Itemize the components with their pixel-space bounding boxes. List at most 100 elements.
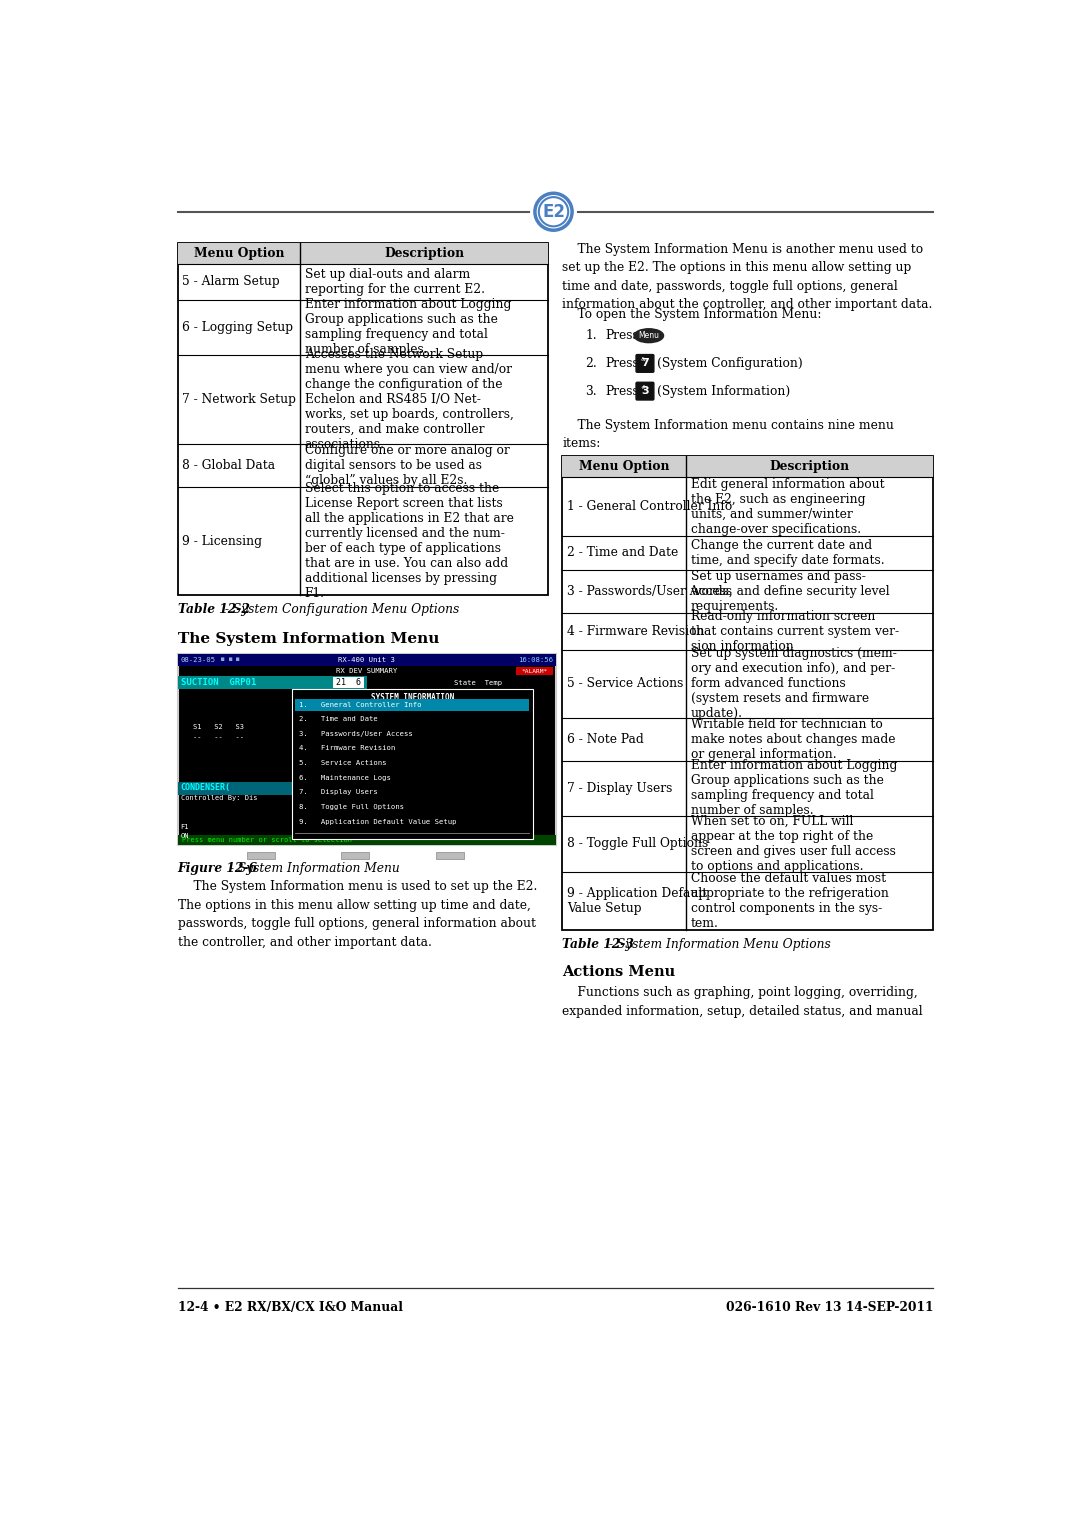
Text: SENS02 NOTAC   OFF: SENS02 NOTAC OFF (413, 834, 488, 840)
Text: CKT03 .Refr NONE: CKT03 .Refr NONE (431, 715, 495, 721)
Bar (177, 654, 556, 666)
Text: Set up dial-outs and alarm
reporting for the current E2.: Set up dial-outs and alarm reporting for… (305, 267, 485, 296)
Text: Actions Menu: Actions Menu (562, 965, 675, 979)
Text: Configure one or more analog or
digital sensors to be used as
“global” values by: Configure one or more analog or digital … (305, 444, 510, 487)
Text: SYSTEM INFORMATION: SYSTEM INFORMATION (370, 693, 454, 702)
Text: Table 12-3: Table 12-3 (562, 938, 634, 951)
Bar (296, 699, 529, 710)
Bar (247, 852, 274, 858)
Text: Table 12-2: Table 12-2 (177, 603, 249, 615)
Text: State  Temp: State Temp (454, 680, 502, 686)
Text: ■: ■ (229, 657, 232, 663)
Text: 08-23-05: 08-23-05 (180, 657, 216, 663)
Text: Enter information about Logging
Group applications such as the
sampling frequenc: Enter information about Logging Group ap… (305, 298, 511, 356)
Text: 3: 3 (642, 386, 649, 395)
Text: 9 - Application Default
Value Setup: 9 - Application Default Value Setup (567, 887, 707, 915)
Text: CKT04 .Refr NONE: CKT04 .Refr NONE (431, 724, 495, 730)
Text: 21  6: 21 6 (336, 678, 361, 687)
Text: ■: ■ (237, 657, 240, 663)
Text: *ALARM*: *ALARM* (521, 669, 548, 673)
Text: 026-1610 Rev 13 14-SEP-2011: 026-1610 Rev 13 14-SEP-2011 (726, 1301, 933, 1313)
Text: 1.: 1. (585, 330, 597, 342)
Text: SUCTION  GRP01: SUCTION GRP01 (180, 678, 256, 687)
Text: 12-4 • E2 RX/BX/CX I&O Manual: 12-4 • E2 RX/BX/CX I&O Manual (177, 1301, 403, 1313)
Text: 7 - Display Users: 7 - Display Users (567, 782, 672, 796)
Text: 2 - Time and Date: 2 - Time and Date (567, 547, 678, 559)
Text: CKT09 .Refr NONE: CKT09 .Refr NONE (431, 771, 495, 777)
Text: 8 - Toggle Full Options: 8 - Toggle Full Options (567, 837, 707, 851)
FancyBboxPatch shape (636, 354, 653, 373)
Text: S1   S2   S3: S1 S2 S3 (193, 724, 244, 730)
Text: (System Configuration): (System Configuration) (657, 357, 802, 370)
Text: Press menu number or scroll to selection: Press menu number or scroll to selection (181, 837, 351, 843)
Text: 5.   Service Actions: 5. Service Actions (298, 760, 386, 767)
Bar (293, 689, 532, 840)
Text: 8 - Global Data: 8 - Global Data (183, 460, 275, 472)
Text: CKT06 .Refr NONE: CKT06 .Refr NONE (431, 744, 495, 750)
Text: - System Configuration Menu Options: - System Configuration Menu Options (221, 603, 459, 615)
Text: Press: Press (606, 385, 639, 397)
Text: 8.   Toggle Full Options: 8. Toggle Full Options (298, 803, 404, 809)
Text: The System Information Menu is another menu used to
set up the E2. The options i: The System Information Menu is another m… (562, 243, 932, 312)
Text: Set up usernames and pass-
words, and define security level
requirements.: Set up usernames and pass- words, and de… (691, 570, 889, 612)
Text: #: # (640, 385, 646, 389)
Text: 4 - Firmware Revision: 4 - Firmware Revision (567, 625, 704, 638)
Text: - System Information Menu Options: - System Information Menu Options (606, 938, 832, 951)
Text: Press: Press (606, 330, 639, 342)
Text: Controlled By: Dis: Controlled By: Dis (180, 796, 257, 802)
Text: ON: ON (180, 834, 189, 840)
Text: 16:08:56: 16:08:56 (517, 657, 553, 663)
Text: 1.   General Controller Info: 1. General Controller Info (298, 701, 421, 707)
Text: 7 - Network Setup: 7 - Network Setup (183, 392, 296, 406)
Text: When set to on, FULL will
appear at the top right of the
screen and gives user f: When set to on, FULL will appear at the … (691, 815, 895, 873)
Text: Change the current date and
time, and specify date formats.: Change the current date and time, and sp… (691, 539, 885, 567)
Bar (341, 852, 369, 858)
Text: 5 - Service Actions: 5 - Service Actions (567, 678, 683, 690)
Text: Read-only information screen
that contains current system ver-
sion information: Read-only information screen that contai… (691, 609, 899, 654)
Text: 7: 7 (642, 359, 649, 368)
Bar (177, 243, 548, 596)
Text: (System Information): (System Information) (657, 385, 789, 397)
Text: - System Information Menu: - System Information Menu (226, 861, 400, 875)
Text: 3.   Passwords/User Access: 3. Passwords/User Access (298, 731, 413, 738)
Text: Enter information about Logging
Group applications such as the
sampling frequenc: Enter information about Logging Group ap… (691, 759, 897, 817)
Text: Select this option to access the
License Report screen that lists
all the applic: Select this option to access the License… (305, 483, 514, 600)
Text: CONDENSER(: CONDENSER( (180, 783, 231, 793)
Ellipse shape (634, 328, 663, 342)
Text: CKT10 .Refr NONE: CKT10 .Refr NONE (431, 780, 495, 786)
Text: 1 - General Controller Info: 1 - General Controller Info (567, 501, 732, 513)
Text: CKT08 .Refr NONE: CKT08 .Refr NONE (431, 762, 495, 768)
Text: Functions such as graphing, point logging, overriding,
expanded information, set: Functions such as graphing, point loggin… (562, 986, 922, 1019)
Text: --   --   --: -- -- -- (193, 734, 244, 739)
Text: CKT01 .Refr NONE: CKT01 .Refr NONE (431, 696, 495, 702)
Text: 6 - Logging Setup: 6 - Logging Setup (183, 321, 294, 334)
Text: ■: ■ (221, 657, 225, 663)
Text: Description: Description (384, 247, 464, 260)
Bar (177, 243, 548, 264)
Text: CKT07 .Refr NONE: CKT07 .Refr NONE (431, 753, 495, 759)
Bar (177, 676, 367, 689)
Text: RX-400 Unit 3: RX-400 Unit 3 (338, 657, 395, 663)
Text: CKT05 .Refr NONE: CKT05 .Refr NONE (431, 734, 495, 739)
Bar (177, 782, 337, 794)
Text: Menu: Menu (638, 331, 659, 341)
Text: To open the System Information Menu:: To open the System Information Menu: (562, 308, 822, 321)
FancyBboxPatch shape (636, 382, 653, 400)
Bar (562, 457, 933, 930)
Text: Menu Option: Menu Option (579, 460, 670, 473)
Text: 5 - Alarm Setup: 5 - Alarm Setup (183, 275, 280, 289)
Text: Figure 12-6: Figure 12-6 (177, 861, 258, 875)
Text: Accesses the Network Setup
menu where you can view and/or
change the configurati: Accesses the Network Setup menu where yo… (305, 348, 514, 450)
Text: CKT02 .Refr NONE: CKT02 .Refr NONE (431, 705, 495, 712)
Text: E2: E2 (542, 203, 565, 221)
Text: &: & (640, 357, 645, 362)
Text: Set up system diagnostics (mem-
ory and execution info), and per-
form advanced : Set up system diagnostics (mem- ory and … (691, 647, 896, 721)
Text: 6.   Maintenance Logs: 6. Maintenance Logs (298, 774, 390, 780)
Text: 2.: 2. (585, 357, 597, 370)
Text: 9 - Licensing: 9 - Licensing (183, 534, 262, 548)
Text: SENS01 NOTAC   OFF: SENS01 NOTAC OFF (413, 825, 488, 829)
Text: Description: Description (770, 460, 850, 473)
Text: ENS01  NONE    OFF: ENS01 NONE OFF (413, 805, 488, 811)
Bar (436, 852, 464, 858)
Text: Press: Press (606, 357, 639, 370)
